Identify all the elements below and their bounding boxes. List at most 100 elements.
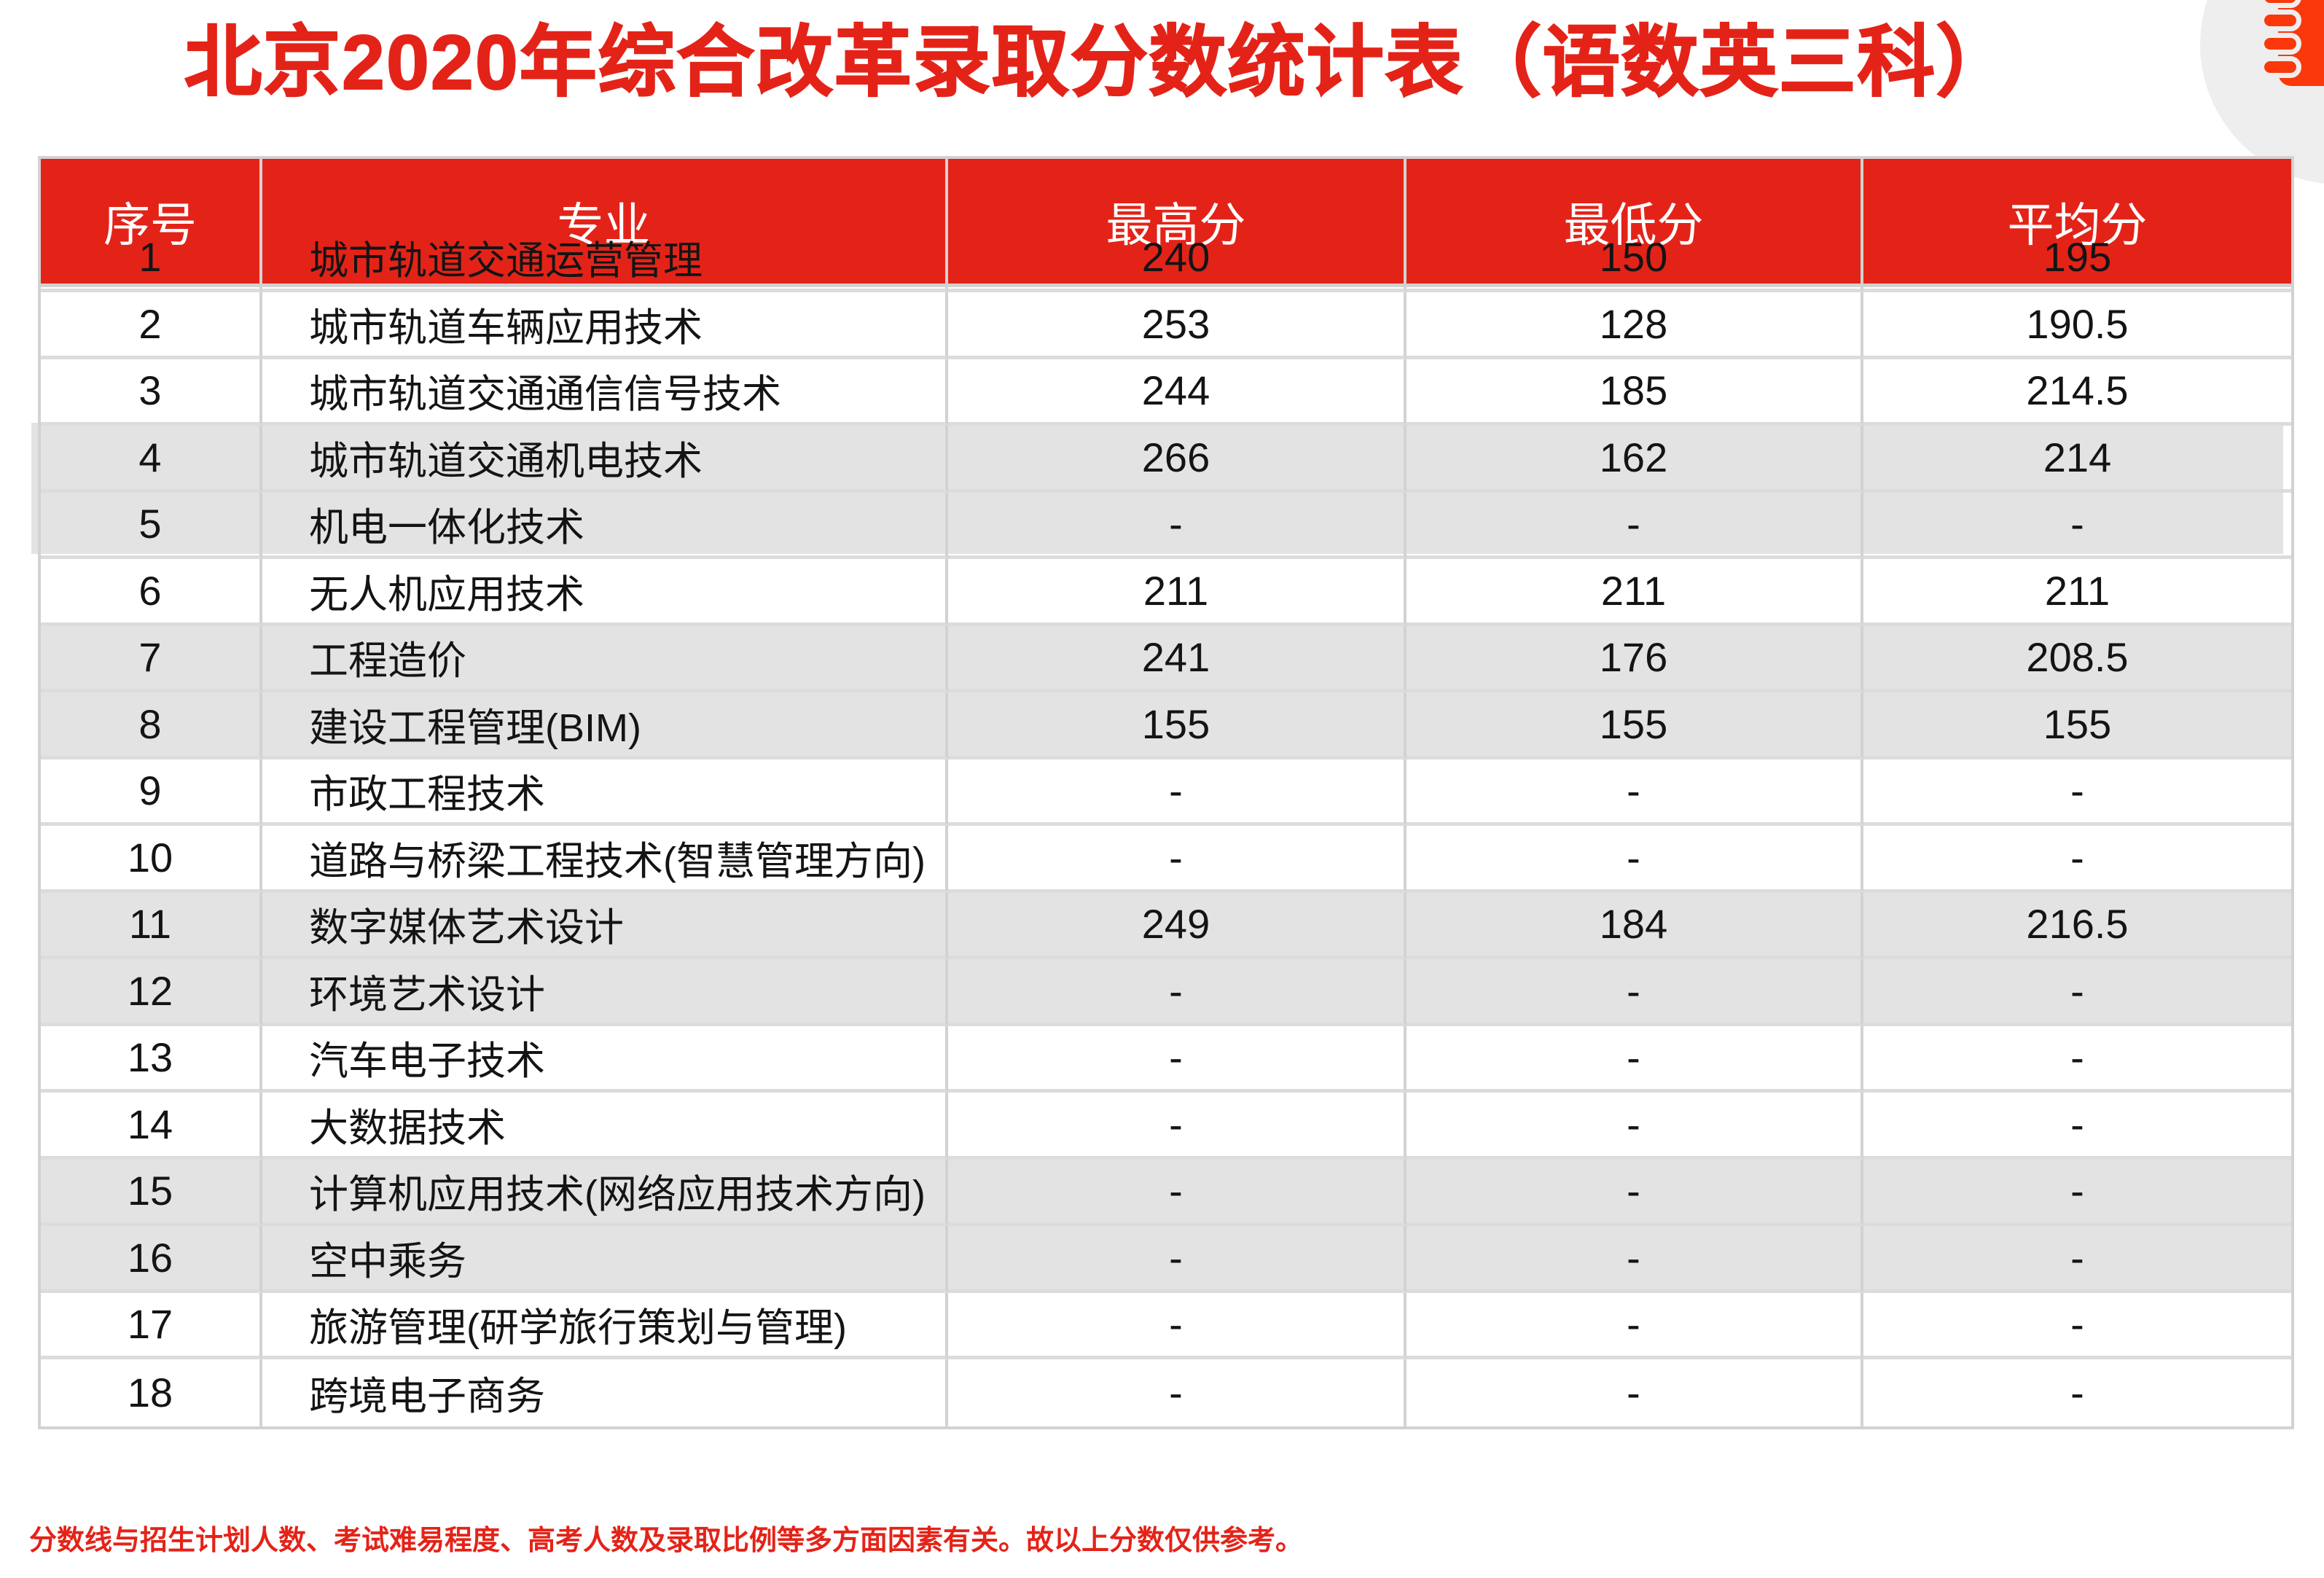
cell-min-score: 128 — [1406, 292, 1863, 359]
cell-min-score: - — [1406, 1359, 1863, 1426]
cell-major: 城市轨道交通机电技术 — [262, 426, 948, 493]
cell-avg-score: - — [1863, 759, 2291, 826]
cell-min-score: 176 — [1406, 625, 1863, 692]
row-highlight-strip — [31, 423, 2283, 554]
spiral-ring-icon — [2259, 9, 2301, 31]
cell-row-number: 16 — [41, 1226, 262, 1293]
cell-row-number: 11 — [41, 892, 262, 959]
cell-major: 工程造价 — [262, 625, 948, 692]
cell-row-number: 17 — [41, 1292, 262, 1359]
cell-min-score: - — [1406, 1292, 1863, 1359]
cell-row-number: 10 — [41, 826, 262, 893]
cell-min-score: - — [1406, 759, 1863, 826]
cell-min-score: - — [1406, 1226, 1863, 1293]
cell-min-score: 162 — [1406, 426, 1863, 493]
cell-major: 城市轨道交通运营管理 — [262, 225, 948, 292]
cell-major: 道路与桥梁工程技术(智慧管理方向) — [262, 826, 948, 893]
cell-major: 环境艺术设计 — [262, 959, 948, 1026]
cell-avg-score: - — [1863, 493, 2291, 559]
cell-max-score: 244 — [948, 359, 1406, 426]
cell-max-score: - — [948, 492, 1406, 559]
cell-row-number: 5 — [41, 492, 262, 559]
cell-max-score: - — [948, 1026, 1406, 1093]
cell-max-score: - — [948, 1292, 1406, 1359]
cell-min-score: 211 — [1406, 559, 1863, 626]
cell-avg-score: - — [1863, 1026, 2291, 1093]
cell-row-number: 7 — [41, 625, 262, 692]
cell-row-number: 15 — [41, 1159, 262, 1226]
cell-row-number: 12 — [41, 959, 262, 1026]
cell-max-score: - — [948, 1226, 1406, 1293]
cell-row-number: 14 — [41, 1093, 262, 1160]
cell-max-score: 266 — [948, 426, 1406, 493]
cell-row-number: 9 — [41, 759, 262, 826]
cell-max-score: - — [948, 1359, 1406, 1426]
cell-min-score: - — [1406, 1093, 1863, 1160]
cell-avg-score: - — [2070, 1370, 2084, 1416]
cell-min-score: - — [1406, 959, 1863, 1026]
cell-avg-score: 190.5 — [1863, 292, 2291, 359]
cell-row-number: 4 — [41, 426, 262, 493]
cell-major: 跨境电子商务 — [262, 1359, 948, 1426]
cell-avg-score: 216.5 — [1863, 892, 2291, 959]
cell-row-number: 18 — [41, 1359, 262, 1426]
cell-avg-score: - — [1863, 1159, 2291, 1226]
column-header-no: 序号 — [41, 159, 262, 287]
footnote-text: 分数线与招生计划人数、考试难易程度、高考人数及录取比例等多方面因素有关。故以上分… — [29, 1526, 1304, 1556]
cell-major: 建设工程管理(BIM) — [262, 692, 948, 759]
spiral-ring-icon — [2259, 33, 2301, 55]
cell-major: 市政工程技术 — [262, 759, 948, 826]
cell-max-score: 240 — [948, 225, 1406, 292]
cell-row-number: 13 — [41, 1026, 262, 1093]
page-title: 北京2020年综合改革录取分数统计表（语数英三科） — [184, 19, 2015, 106]
column-header-major: 专业 — [262, 159, 948, 287]
cell-avg-score: 195 — [1863, 226, 2291, 292]
cell-min-score: 150 — [1406, 225, 1863, 292]
column-header-avg: 平均分 — [1863, 159, 2291, 287]
cell-min-score: 185 — [1406, 359, 1863, 426]
cell-min-score: - — [1406, 1159, 1863, 1226]
cell-avg-score: 208.5 — [1863, 625, 2291, 692]
cell-max-score: 249 — [948, 892, 1406, 959]
cell-avg-score: - — [1863, 959, 2291, 1026]
cell-avg-score: 214.5 — [1863, 359, 2291, 426]
cell-avg-score: 214 — [1863, 426, 2291, 493]
cell-major: 大数据技术 — [262, 1093, 948, 1160]
cell-major: 空中乘务 — [262, 1226, 948, 1293]
cell-row-number: 6 — [41, 559, 262, 626]
cell-max-score: 155 — [948, 692, 1406, 759]
cell-min-score: - — [1406, 1026, 1863, 1093]
cell-major: 计算机应用技术(网络应用技术方向) — [262, 1159, 948, 1226]
cell-major: 数字媒体艺术设计 — [262, 892, 948, 959]
cell-max-score: 241 — [948, 625, 1406, 692]
cell-row-number: 1 — [41, 225, 262, 292]
cell-min-score: 155 — [1406, 692, 1863, 759]
cell-avg-score: 211 — [1863, 559, 2291, 626]
column-header-max: 最高分 — [948, 159, 1406, 287]
column-header-min: 最低分 — [1406, 159, 1863, 287]
cell-max-score: 211 — [948, 559, 1406, 626]
cell-avg-score: - — [1863, 1293, 2291, 1359]
cell-major: 汽车电子技术 — [262, 1026, 948, 1093]
cell-max-score: 253 — [948, 292, 1406, 359]
score-table: 序号 专业 最高分 最低分 平均分 1 城市轨道交通运营管理 240 150 1… — [38, 156, 2294, 1429]
cell-major: 城市轨道车辆应用技术 — [262, 292, 948, 359]
spiral-ring-icon — [2259, 0, 2301, 8]
cell-max-score: - — [948, 959, 1406, 1026]
cell-major: 无人机应用技术 — [262, 559, 948, 626]
cell-major: 城市轨道交通通信信号技术 — [262, 359, 948, 426]
cell-avg-score: - — [1863, 1093, 2291, 1160]
cell-min-score: - — [1406, 492, 1863, 559]
cell-row-number: 2 — [41, 292, 262, 359]
cell-max-score: - — [948, 1093, 1406, 1160]
spiral-ring-icon — [2259, 56, 2301, 78]
cell-row-number: 3 — [41, 359, 262, 426]
cell-min-score: - — [1406, 826, 1863, 893]
cell-major: 旅游管理(研学旅行策划与管理) — [262, 1292, 948, 1359]
cell-major: 机电一体化技术 — [262, 492, 948, 559]
cell-max-score: - — [948, 759, 1406, 826]
cell-row-number: 8 — [41, 692, 262, 759]
cell-avg-score: - — [1863, 1226, 2291, 1293]
cell-min-score: 184 — [1406, 892, 1863, 959]
